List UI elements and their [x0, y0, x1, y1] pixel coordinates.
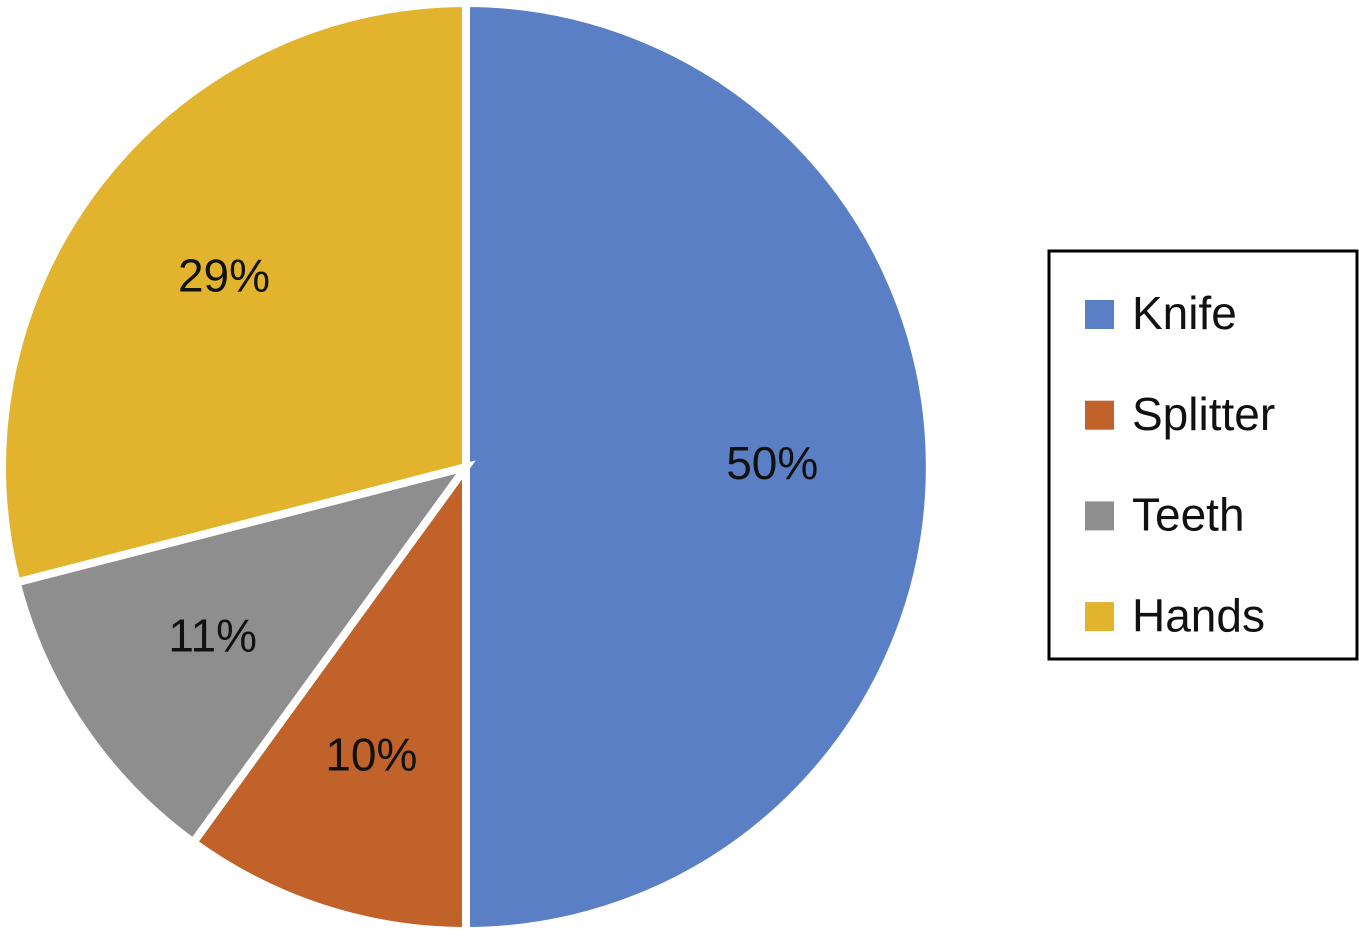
- data-label: 10%: [325, 728, 417, 780]
- pie-slice: [11, 460, 476, 848]
- legend-swatch: [1085, 602, 1114, 632]
- legend-label: Hands: [1132, 589, 1265, 641]
- pie: 50% 10% 11% 29%: [0, 0, 934, 936]
- pie-slice: [462, 0, 934, 936]
- data-label: 50%: [726, 437, 818, 489]
- legend: Knife Splitter Teeth Hands: [1085, 287, 1275, 641]
- pie-slice: [0, 0, 470, 588]
- data-label: 29%: [178, 249, 270, 301]
- legend-label: Splitter: [1132, 388, 1275, 440]
- legend-label: Teeth: [1132, 489, 1245, 541]
- legend-box: [1047, 249, 1359, 661]
- legend-swatch: [1085, 400, 1114, 430]
- legend-swatch: [1085, 300, 1114, 329]
- legend-swatch: [1085, 501, 1114, 531]
- data-label: 11%: [168, 609, 257, 661]
- legend-label: Knife: [1132, 287, 1237, 339]
- pie-slice: [187, 454, 470, 936]
